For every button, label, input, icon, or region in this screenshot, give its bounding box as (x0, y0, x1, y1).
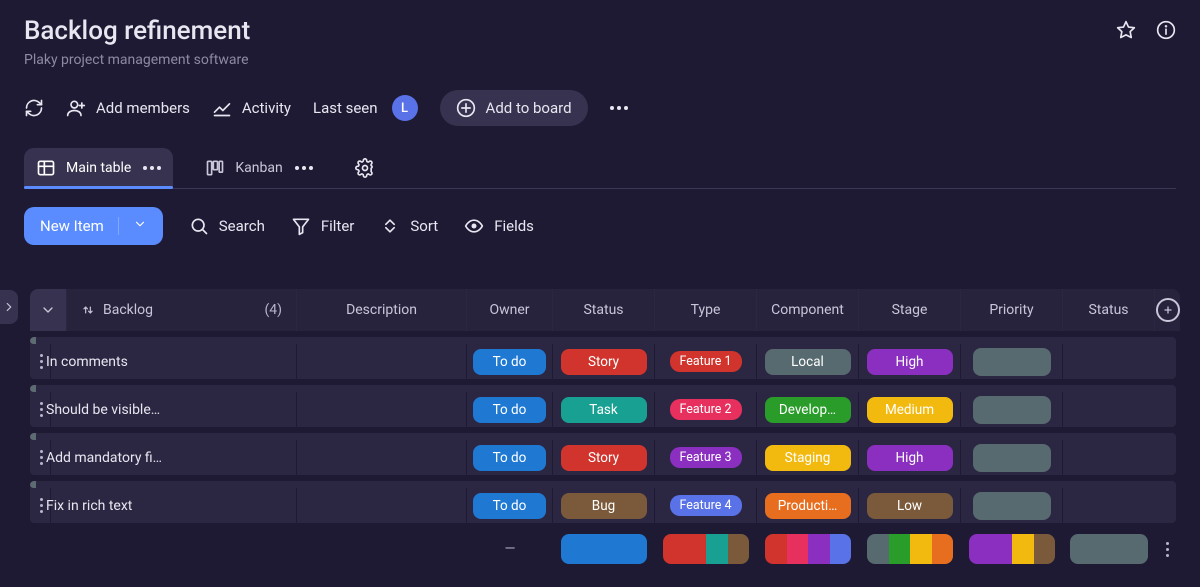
add-to-board-label: Add to board (486, 99, 572, 117)
sidebar-expand-handle[interactable] (0, 290, 18, 324)
row-owner[interactable] (297, 440, 467, 475)
star-icon[interactable] (1116, 20, 1136, 40)
search-button[interactable]: Search (189, 216, 265, 236)
avatar: L (392, 95, 418, 121)
activity-label: Activity (242, 99, 291, 117)
row-description: Fix in rich text (46, 498, 132, 514)
component-chip[interactable]: Feature 4 (670, 495, 742, 516)
last-seen-label: Last seen (313, 99, 378, 117)
status-chip[interactable]: To do (473, 445, 546, 471)
row-owner[interactable] (297, 344, 467, 379)
column-header-group[interactable]: Backlog (4) (67, 289, 297, 331)
type-chip[interactable]: Task (561, 397, 647, 423)
search-label: Search (219, 217, 265, 235)
column-header-status[interactable]: Status (553, 289, 655, 331)
summary-priority (969, 534, 1055, 564)
table-row[interactable]: Page is loading different conte…Fix in r… (30, 481, 1176, 523)
row-description: Should be visible… (46, 402, 160, 418)
summary-more-icon[interactable] (1166, 542, 1169, 557)
summary-row: — (30, 529, 1176, 569)
table-header: Backlog (4) Description Owner Status Typ… (30, 289, 1176, 331)
column-header-owner[interactable]: Owner (467, 289, 553, 331)
group-name: Backlog (103, 302, 153, 318)
tab-main-table-more-icon[interactable] (143, 166, 161, 170)
priority-chip[interactable]: Low (867, 493, 953, 519)
type-chip[interactable]: Story (561, 445, 647, 471)
priority-chip[interactable]: High (867, 349, 953, 375)
status-chip[interactable]: To do (473, 397, 546, 423)
column-header-type[interactable]: Type (655, 289, 757, 331)
component-chip[interactable]: Feature 3 (670, 447, 742, 468)
table-row[interactable]: Terms of use checkboxAdd mandatory fi…To… (30, 433, 1176, 475)
add-to-board-button[interactable]: Add to board (440, 90, 588, 126)
info-icon[interactable] (1156, 20, 1176, 40)
add-column-button[interactable] (1155, 289, 1180, 331)
sort-button[interactable]: Sort (380, 216, 438, 236)
type-chip[interactable]: Story (561, 349, 647, 375)
gear-icon[interactable] (355, 158, 375, 178)
summary-type (663, 534, 749, 564)
stage-chip[interactable]: Producti… (765, 493, 851, 519)
tab-main-table-label: Main table (66, 160, 131, 176)
add-members-label: Add members (96, 99, 190, 117)
component-chip[interactable]: Feature 1 (670, 351, 742, 372)
table-row[interactable]: Link validationIn commentsTo doStoryFeat… (30, 337, 1176, 379)
last-seen[interactable]: Last seen L (313, 95, 418, 121)
row-description: Add mandatory fi… (46, 450, 162, 466)
column-header-component[interactable]: Component (757, 289, 859, 331)
chevron-down-icon[interactable] (118, 217, 147, 235)
summary-status2 (1070, 534, 1148, 564)
tab-kanban-label: Kanban (235, 160, 282, 176)
add-members-button[interactable]: Add members (66, 98, 190, 118)
column-header-stage[interactable]: Stage (859, 289, 961, 331)
status2-chip[interactable] (973, 492, 1051, 520)
status2-chip[interactable] (973, 348, 1051, 376)
activity-button[interactable]: Activity (212, 98, 291, 118)
tab-kanban[interactable]: Kanban (193, 148, 324, 188)
column-header-status2[interactable]: Status (1063, 289, 1155, 331)
summary-stage (867, 534, 953, 564)
priority-chip[interactable]: Medium (867, 397, 953, 423)
tab-main-table[interactable]: Main table (24, 148, 173, 188)
type-chip[interactable]: Bug (561, 493, 647, 519)
page-title: Backlog refinement (24, 16, 250, 46)
filter-button[interactable]: Filter (291, 216, 355, 236)
column-header-description[interactable]: Description (297, 289, 467, 331)
status2-chip[interactable] (973, 396, 1051, 424)
priority-chip[interactable]: High (867, 445, 953, 471)
column-header-priority[interactable]: Priority (961, 289, 1063, 331)
summary-component (765, 534, 851, 564)
stage-chip[interactable]: Local (765, 349, 851, 375)
status-chip[interactable]: To do (473, 493, 546, 519)
filter-label: Filter (321, 217, 355, 235)
stage-chip[interactable]: Develop… (765, 397, 851, 423)
summary-status (561, 534, 647, 564)
tab-kanban-more-icon[interactable] (295, 166, 313, 170)
stage-chip[interactable]: Staging (765, 445, 851, 471)
row-owner[interactable] (297, 392, 467, 427)
component-chip[interactable]: Feature 2 (670, 399, 742, 420)
sync-button[interactable] (24, 98, 44, 118)
collapse-group-button[interactable] (30, 289, 67, 331)
page-subtitle: Plaky project management software (24, 52, 250, 68)
new-item-label: New Item (40, 217, 104, 235)
sort-label: Sort (410, 217, 438, 235)
fields-button[interactable]: Fields (464, 216, 534, 236)
status2-chip[interactable] (973, 444, 1051, 472)
group-count: (4) (264, 302, 282, 318)
fields-label: Fields (494, 217, 534, 235)
row-description: In comments (46, 354, 128, 370)
new-item-button[interactable]: New Item (24, 207, 163, 245)
status-chip[interactable]: To do (473, 349, 546, 375)
summary-owner: — (467, 529, 553, 569)
table-row[interactable]: Email verification messageShould be visi… (30, 385, 1176, 427)
row-owner[interactable] (297, 488, 467, 523)
more-icon[interactable] (610, 106, 628, 110)
